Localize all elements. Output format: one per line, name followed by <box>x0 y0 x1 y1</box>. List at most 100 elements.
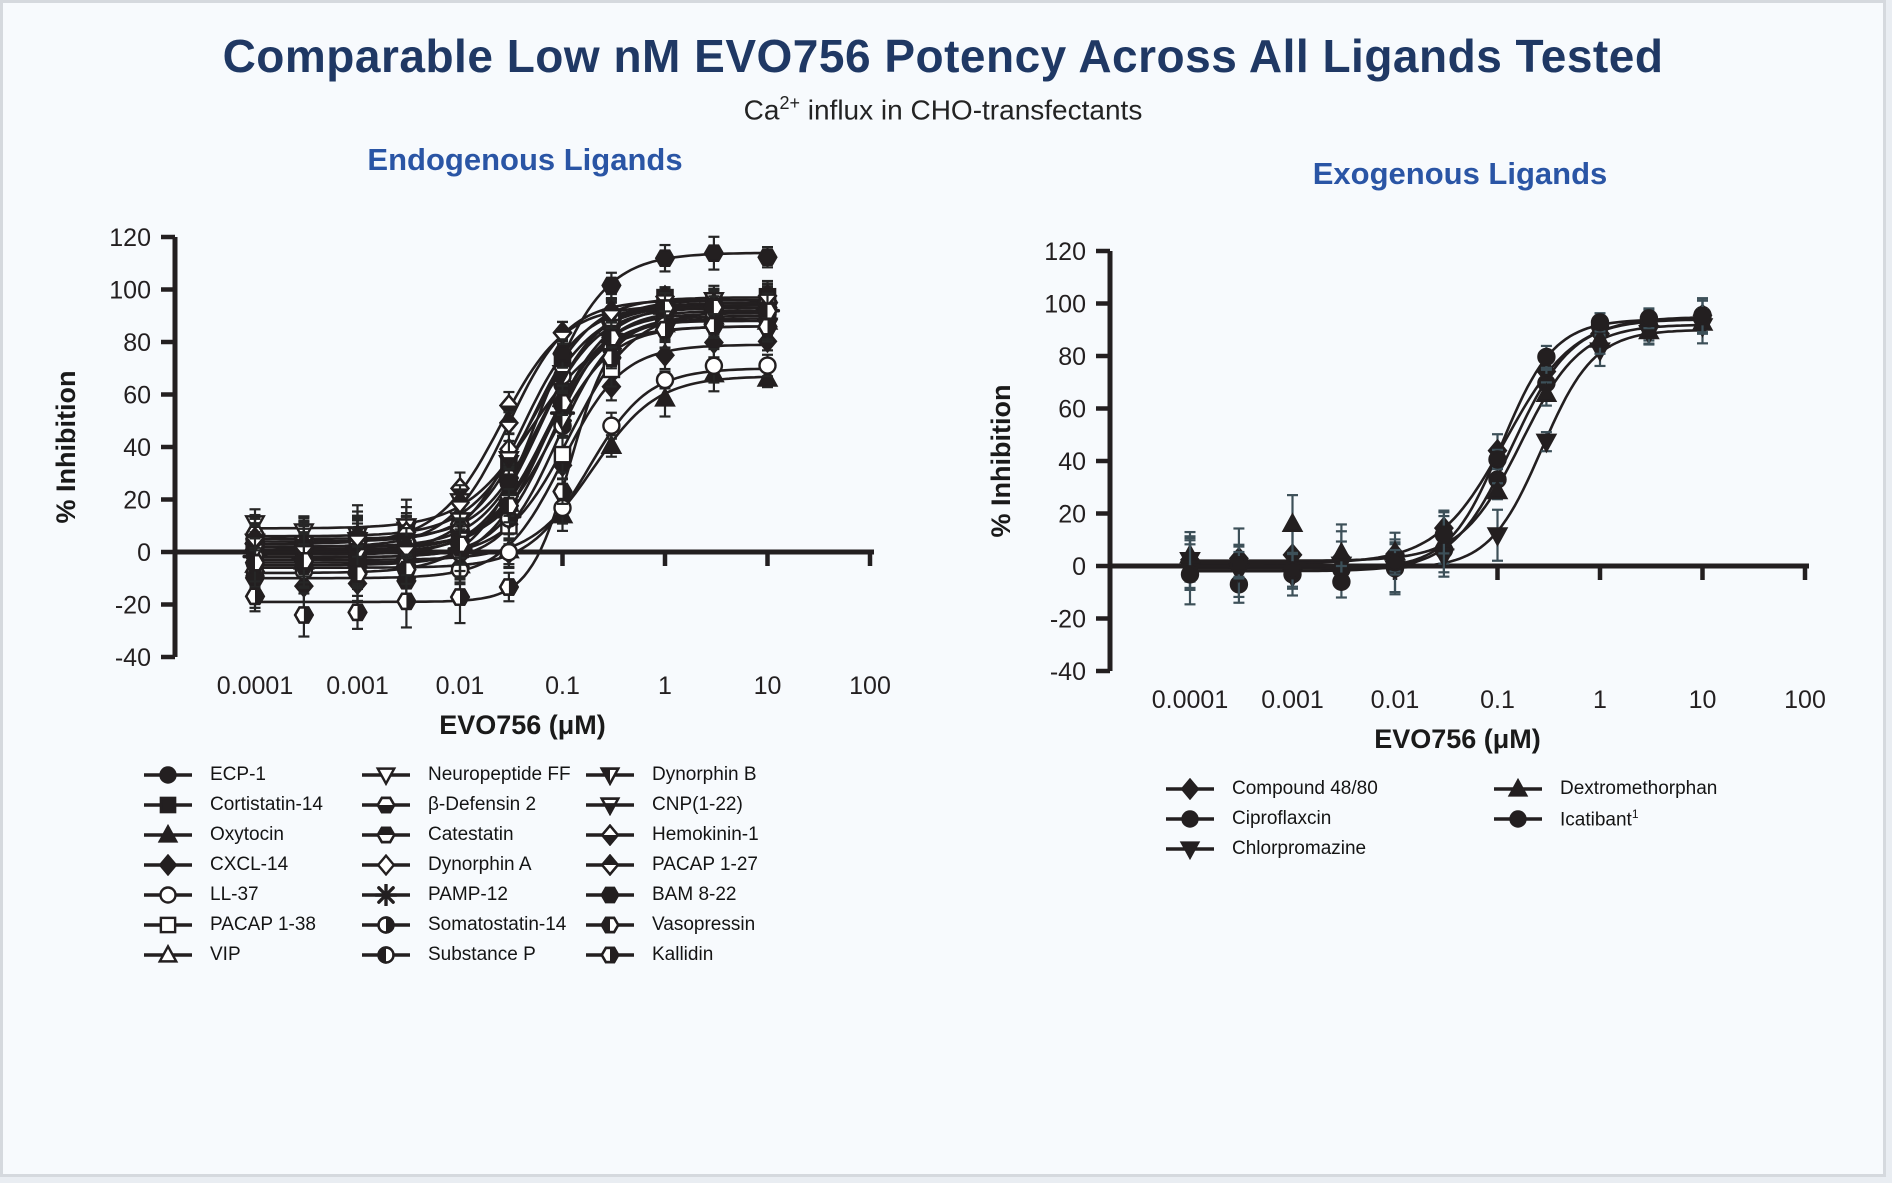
legend-label: BAM 8-22 <box>652 884 737 906</box>
exogenous-legend: Compound 48/80 Ciproflaxcin Chlorpromazine… <box>1165 777 1865 861</box>
legend-column: ECP-1 Cortistatin-14 Oxytocin CXCL-14 LL-37 P… <box>143 763 361 967</box>
y-tick-label: 120 <box>1044 238 1086 266</box>
legend-label: Chlorpromazine <box>1232 838 1367 860</box>
marker-circle-open-icon <box>704 356 724 376</box>
marker-square-open-icon <box>553 446 572 464</box>
legend-column: Compound 48/80 Ciproflaxcin Chlorpromazine <box>1165 777 1493 861</box>
marker-hex-left-icon <box>293 552 315 570</box>
legend-item-vip: VIP <box>143 943 361 967</box>
marker-tri-down-filled-icon <box>1486 527 1509 548</box>
legend-key-square-open-icon <box>144 917 192 934</box>
legend-label: Oxytocin <box>210 824 284 846</box>
marker-hex-filled-icon <box>600 887 620 904</box>
legend-label: Compound 48/80 <box>1232 778 1378 800</box>
y-tick-label: 0 <box>1072 553 1086 581</box>
legend-label: Kallidin <box>652 944 714 966</box>
legend-label-superscript: 1 <box>1631 807 1639 822</box>
x-axis-title: EVO756 (μM) <box>1374 724 1541 754</box>
exogenous-chart: 120 100 80 60 40 20 0 -20 -40 0.0001 0.001 0.01 0.1 1… <box>986 238 1826 754</box>
legend-key-tri-up-filled-icon <box>144 824 192 843</box>
legend-key-tri-down-filled-icon <box>1166 841 1214 861</box>
marker-tri-up-filled-icon <box>654 387 676 407</box>
marker-circle-open-icon <box>655 371 675 390</box>
marker-diamond-top-icon <box>600 854 620 877</box>
marker-tri-up-filled-icon <box>1486 479 1509 500</box>
marker-tri-up-filled-icon <box>600 434 623 455</box>
legend-label: PAMP-12 <box>428 884 508 906</box>
marker-diamond-top-icon <box>450 491 470 515</box>
legend-item-pacap-1-38: PACAP 1-38 <box>143 913 361 937</box>
legend-item-dynorphin-b: Dynorphin B <box>585 763 759 787</box>
legend-key-square-filled-icon <box>144 797 192 814</box>
marker-hex-left-icon <box>396 561 417 579</box>
legend-label: Dextromethorphan <box>1560 778 1718 800</box>
y-tick-label: 100 <box>109 277 151 305</box>
marker-hex-filled-icon <box>552 345 573 363</box>
legend-key-tri-up-open-icon <box>144 944 192 963</box>
legend-item-bam-8-22: BAM 8-22 <box>585 883 759 907</box>
marker-hex-filled-icon <box>498 473 520 492</box>
marker-tri-down-open-icon <box>375 767 397 787</box>
marker-hex-left-icon <box>601 329 622 347</box>
y-tick-label: 20 <box>1058 501 1086 529</box>
legend-key-asterisk-icon <box>362 884 410 907</box>
legend-item-dynorphin-a: Dynorphin A <box>361 853 585 877</box>
marker-hex-right-icon <box>498 578 520 597</box>
marker-hex-left-icon <box>757 302 778 321</box>
y-tick-label: 40 <box>123 434 151 462</box>
legend-key-tri-down-bottom-icon <box>586 797 634 817</box>
legend-item-vasopressin: Vasopressin <box>585 913 759 937</box>
legend-item-somatostatin-14: Somatostatin-14 <box>361 913 585 937</box>
marker-circle-filled-icon <box>1385 553 1405 572</box>
marker-circle-filled-icon <box>1488 450 1507 470</box>
legend-item-neuropeptide-ff: Neuropeptide FF <box>361 763 585 787</box>
y-axis-title: % Inhibition <box>51 371 81 524</box>
marker-circle-right-icon <box>377 916 395 935</box>
legend-item-cxcl-14: CXCL-14 <box>143 853 361 877</box>
marker-hex-right-icon <box>293 606 315 625</box>
marker-hex-filled-icon <box>703 244 725 263</box>
marker-hex-bottom-icon <box>376 797 396 814</box>
x-tick-label: 0.0001 <box>1152 686 1228 714</box>
endogenous-chart: 120 100 80 60 40 20 0 -20 -40 0.0001 0.001 0.01 0.1 1… <box>51 224 891 740</box>
endogenous-legend: ECP-1 Cortistatin-14 Oxytocin CXCL-14 LL-37 P… <box>143 763 930 967</box>
endogenous-panel: Endogenous Ligands 120 100 80 60 40 20 0 -20 -40… <box>25 142 930 967</box>
x-tick-label: 10 <box>1689 686 1717 714</box>
marker-hex-top-icon <box>376 827 396 844</box>
marker-square-filled-icon <box>159 797 177 814</box>
marker-tri-down-left-icon <box>599 767 621 787</box>
x-tick-label: 1 <box>1593 686 1607 714</box>
marker-hex-left-icon <box>600 917 620 934</box>
legend-key-hex-top-icon <box>362 827 410 844</box>
y-tick-label: -40 <box>115 644 151 672</box>
legend-label: Somatostatin-14 <box>428 914 567 936</box>
marker-square-open-icon <box>159 917 177 934</box>
legend-label: PACAP 1-27 <box>652 854 758 876</box>
marker-hex-right-icon <box>703 317 725 335</box>
subtitle-rest: influx in CHO-transfectants <box>799 94 1143 126</box>
x-tick-label: 0.1 <box>1480 686 1515 714</box>
legend-item-ciproflaxcin: Ciproflaxcin <box>1165 807 1493 831</box>
marker-hex-left-icon <box>498 497 520 515</box>
figure-header: Comparable Low nM EVO756 Potency Across … <box>3 3 1883 126</box>
marker-circle-filled-icon <box>1332 572 1351 592</box>
legend-key-circle-filled-icon <box>144 766 192 785</box>
x-tick-label: 0.001 <box>1261 686 1324 714</box>
legend-label: VIP <box>210 944 241 966</box>
y-tick-label: -20 <box>115 592 151 620</box>
marker-hex-right-icon <box>552 483 573 501</box>
legend-key-tri-down-open-icon <box>362 767 410 787</box>
legend-label: Icatibant1 <box>1560 807 1639 831</box>
marker-tri-down-bottom-icon <box>599 797 621 817</box>
y-axis-title: % Inhibition <box>986 385 1016 538</box>
x-tick-label: 0.01 <box>1371 686 1420 714</box>
x-tick-label: 100 <box>849 672 891 700</box>
marker-circle-filled-icon <box>1181 810 1199 829</box>
legend-key-hex-right-icon <box>586 947 634 964</box>
endogenous-title: Endogenous Ligands <box>367 142 683 178</box>
marker-hex-filled-icon <box>757 248 778 267</box>
marker-circle-filled-icon <box>1537 348 1556 367</box>
y-tick-label: 100 <box>1044 291 1086 319</box>
legend-item-substance-p: Substance P <box>361 943 585 967</box>
